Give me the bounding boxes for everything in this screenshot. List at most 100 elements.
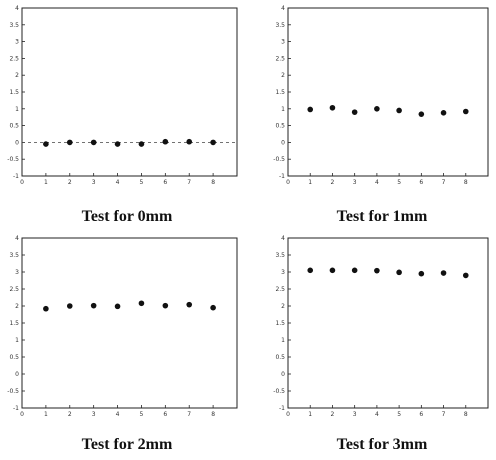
y-tick-label-1mm-3: 0.5 (275, 123, 285, 130)
x-tick-label-2mm-1: 1 (44, 411, 48, 418)
data-point-2mm-6 (162, 302, 169, 309)
x-tick-label-1mm-5: 5 (397, 179, 401, 186)
y-tick-label-3mm-5: 1.5 (275, 320, 285, 327)
x-tick-label-3mm-8: 8 (464, 411, 468, 418)
x-tick-label-2mm-3: 3 (92, 411, 96, 418)
data-point-0mm-4 (114, 141, 121, 147)
x-tick-label-1mm-8: 8 (464, 179, 468, 186)
data-point-0mm-2 (66, 139, 73, 146)
x-tick-label-1mm-0: 0 (286, 179, 290, 186)
x-tick-label-1mm-1: 1 (308, 179, 312, 186)
x-tick-label-1mm-4: 4 (375, 179, 379, 186)
x-tick-label-3mm-5: 5 (397, 411, 401, 418)
y-tick-label-2mm-4: 1 (15, 337, 19, 344)
data-point-1mm-4 (374, 106, 380, 112)
y-tick-label-2mm-3: 0.5 (9, 354, 19, 361)
y-tick-label-1mm-9: 3.5 (275, 22, 285, 29)
x-tick-label-3mm-4: 4 (375, 411, 379, 418)
data-point-1mm-7 (440, 110, 447, 116)
chart-title-3mm: Test for 3mm (336, 436, 428, 453)
data-point-1mm-8 (462, 108, 469, 115)
data-point-3mm-5 (396, 269, 402, 276)
data-point-2mm-4 (114, 303, 121, 310)
data-point-0mm-8 (210, 139, 216, 146)
y-tick-label-0mm-7: 2.5 (9, 55, 19, 62)
data-point-2mm-3 (90, 302, 97, 309)
data-point-0mm-3 (90, 139, 97, 146)
y-tick-label-2mm-8: 3 (15, 269, 19, 276)
data-point-3mm-7 (440, 270, 447, 276)
x-tick-label-2mm-0: 0 (20, 411, 24, 418)
y-tick-label-3mm-8: 3 (281, 269, 285, 276)
x-tick-label-1mm-6: 6 (419, 179, 423, 186)
plot-frame-2mm (21, 237, 238, 409)
y-tick-label-2mm-5: 1.5 (9, 320, 19, 327)
x-tick-label-0mm-4: 4 (116, 179, 120, 186)
x-tick-label-3mm-6: 6 (419, 411, 423, 418)
y-tick-label-1mm-4: 1 (281, 106, 285, 113)
data-point-2mm-1 (43, 305, 49, 312)
data-point-1mm-5 (396, 107, 402, 114)
x-tick-label-1mm-2: 2 (331, 179, 335, 186)
y-tick-label-1mm-5: 1.5 (275, 89, 285, 96)
data-point-0mm-6 (162, 138, 169, 145)
y-tick-label-1mm-0: -1 (279, 173, 285, 180)
x-tick-label-0mm-3: 3 (92, 179, 96, 186)
y-tick-label-2mm-2: 0 (15, 371, 19, 378)
y-tick-label-0mm-8: 3 (15, 39, 19, 46)
y-tick-label-0mm-1: -0.5 (7, 156, 19, 163)
y-tick-label-3mm-7: 2.5 (275, 286, 285, 293)
x-tick-label-3mm-0: 0 (286, 411, 290, 418)
data-point-0mm-7 (186, 138, 193, 145)
x-tick-label-2mm-2: 2 (68, 411, 72, 418)
y-tick-label-0mm-5: 1.5 (9, 89, 19, 96)
y-tick-label-2mm-0: -1 (13, 405, 19, 412)
data-point-2mm-2 (66, 303, 73, 309)
y-tick-label-0mm-2: 0 (15, 139, 19, 146)
plot-frame-0mm (21, 7, 238, 177)
y-tick-label-3mm-3: 0.5 (275, 354, 285, 361)
data-point-1mm-6 (418, 111, 425, 117)
chart-title-2mm: Test for 2mm (81, 436, 173, 453)
y-tick-label-3mm-4: 1 (281, 337, 285, 344)
y-tick-label-1mm-10: 4 (281, 5, 285, 12)
y-tick-label-0mm-0: -1 (13, 173, 19, 180)
x-tick-label-0mm-5: 5 (140, 179, 144, 186)
plot-frame-3mm (287, 237, 489, 409)
x-tick-label-3mm-3: 3 (353, 411, 357, 418)
chart-title-0mm: Test for 0mm (81, 208, 173, 225)
data-point-3mm-1 (307, 267, 314, 274)
y-tick-label-3mm-0: -1 (279, 405, 285, 412)
y-tick-label-2mm-6: 2 (15, 303, 19, 310)
chart-title-1mm: Test for 1mm (336, 208, 428, 225)
y-tick-label-2mm-7: 2.5 (9, 286, 19, 293)
data-point-3mm-3 (351, 267, 358, 274)
y-tick-label-0mm-3: 0.5 (9, 123, 19, 130)
y-tick-label-0mm-6: 2 (15, 72, 19, 79)
y-tick-label-1mm-1: -0.5 (273, 156, 285, 163)
x-tick-label-3mm-1: 1 (308, 411, 312, 418)
data-point-3mm-6 (418, 270, 425, 277)
y-tick-label-0mm-9: 3.5 (9, 22, 19, 29)
x-tick-label-0mm-6: 6 (163, 179, 167, 186)
x-tick-label-0mm-7: 7 (187, 179, 191, 186)
x-tick-label-2mm-8: 8 (211, 411, 215, 418)
data-point-2mm-7 (186, 301, 193, 308)
y-tick-label-3mm-1: -0.5 (273, 388, 285, 395)
y-tick-label-3mm-10: 4 (281, 235, 285, 242)
data-point-3mm-8 (462, 272, 469, 279)
x-tick-label-0mm-2: 2 (68, 179, 72, 186)
data-point-3mm-2 (329, 267, 336, 274)
data-point-1mm-3 (351, 109, 358, 115)
data-point-1mm-2 (329, 104, 336, 111)
y-tick-label-1mm-6: 2 (281, 72, 285, 79)
data-point-0mm-1 (43, 141, 49, 147)
data-point-1mm-1 (307, 106, 314, 113)
x-tick-label-2mm-7: 7 (187, 411, 191, 418)
x-tick-label-1mm-3: 3 (353, 179, 357, 186)
y-tick-label-1mm-2: 0 (281, 139, 285, 146)
x-tick-label-2mm-4: 4 (116, 411, 120, 418)
y-tick-label-0mm-10: 4 (15, 5, 19, 12)
x-tick-label-3mm-2: 2 (331, 411, 335, 418)
y-tick-label-3mm-2: 0 (281, 371, 285, 378)
